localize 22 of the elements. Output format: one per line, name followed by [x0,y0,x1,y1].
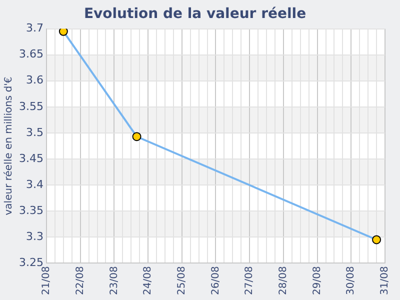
x-tick-label: 30/08 [346,266,357,296]
x-tick-label: 23/08 [108,266,120,296]
x-tick-label: 24/08 [142,266,154,296]
x-tick-label: 25/08 [176,266,188,296]
y-tick-label: 3.5 [26,126,44,139]
x-tick-label: 29/08 [312,266,323,296]
y-tick-label: 3.4 [26,178,44,191]
chart-title: Evolution de la valeur réelle [84,6,306,22]
y-tick-label: 3.45 [18,152,44,165]
y-tick-label: 3.3 [26,230,44,243]
x-tick-label: 26/08 [210,266,222,296]
x-tick-label: 27/08 [244,266,256,296]
y-tick-label: 3.35 [18,204,44,217]
y-axis-title: valeur réelle en millions d'€ [4,76,15,216]
x-tick-label: 31/08 [380,266,391,296]
y-tick-label: 3.6 [26,74,44,87]
y-tick-label: 3.7 [26,22,44,35]
x-tick-label: 22/08 [74,266,86,296]
x-tick-label: 21/08 [41,266,52,296]
y-tick-label: 3.55 [18,100,44,113]
x-tick-label: 28/08 [278,266,290,296]
y-tick-label: 3.65 [18,48,44,61]
